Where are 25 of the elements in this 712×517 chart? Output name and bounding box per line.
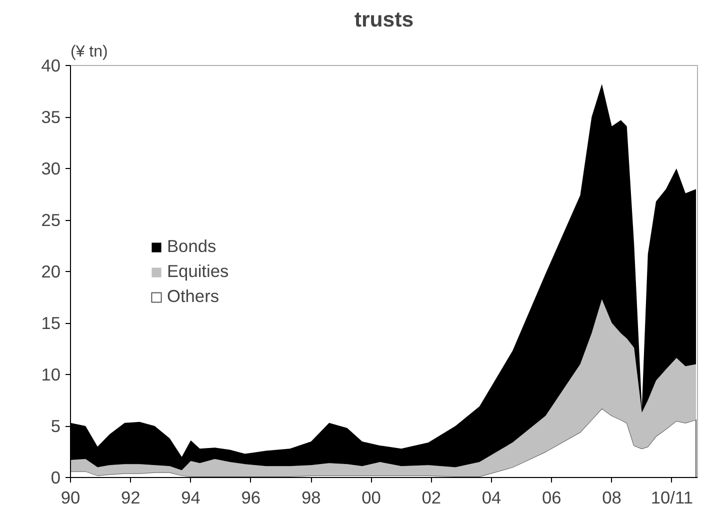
y-tick-label: 35 (41, 107, 61, 127)
y-tick-label: 15 (41, 313, 61, 333)
legend-label: Equities (167, 261, 229, 282)
x-tick-label: 90 (60, 488, 80, 508)
y-tick-label: 30 (41, 158, 61, 178)
x-tick-label: 98 (301, 488, 321, 508)
y-tick-label: 10 (41, 364, 61, 384)
x-tick-label: 94 (181, 488, 201, 508)
y-tick-label: 5 (50, 416, 61, 436)
x-tick-label: 96 (241, 488, 261, 508)
x-tick-label: 06 (542, 488, 562, 508)
x-tick-label: 08 (602, 488, 622, 508)
y-axis-title: (¥ tn) (70, 44, 108, 60)
y-tick-label: 25 (41, 210, 61, 230)
y-tick-label: 0 (50, 468, 61, 488)
x-tick-label: 10/11 (650, 488, 693, 508)
x-tick-label: 92 (121, 488, 140, 508)
chart-title: trusts (354, 8, 414, 32)
legend-label: Others (167, 286, 220, 307)
y-tick-label: 40 (41, 56, 61, 76)
legend-label: Bonds (167, 236, 216, 257)
x-tick-label: 02 (422, 488, 442, 508)
x-tick-label: 04 (482, 488, 502, 508)
y-tick-label: 20 (41, 262, 61, 282)
x-tick-label: 00 (362, 488, 381, 508)
